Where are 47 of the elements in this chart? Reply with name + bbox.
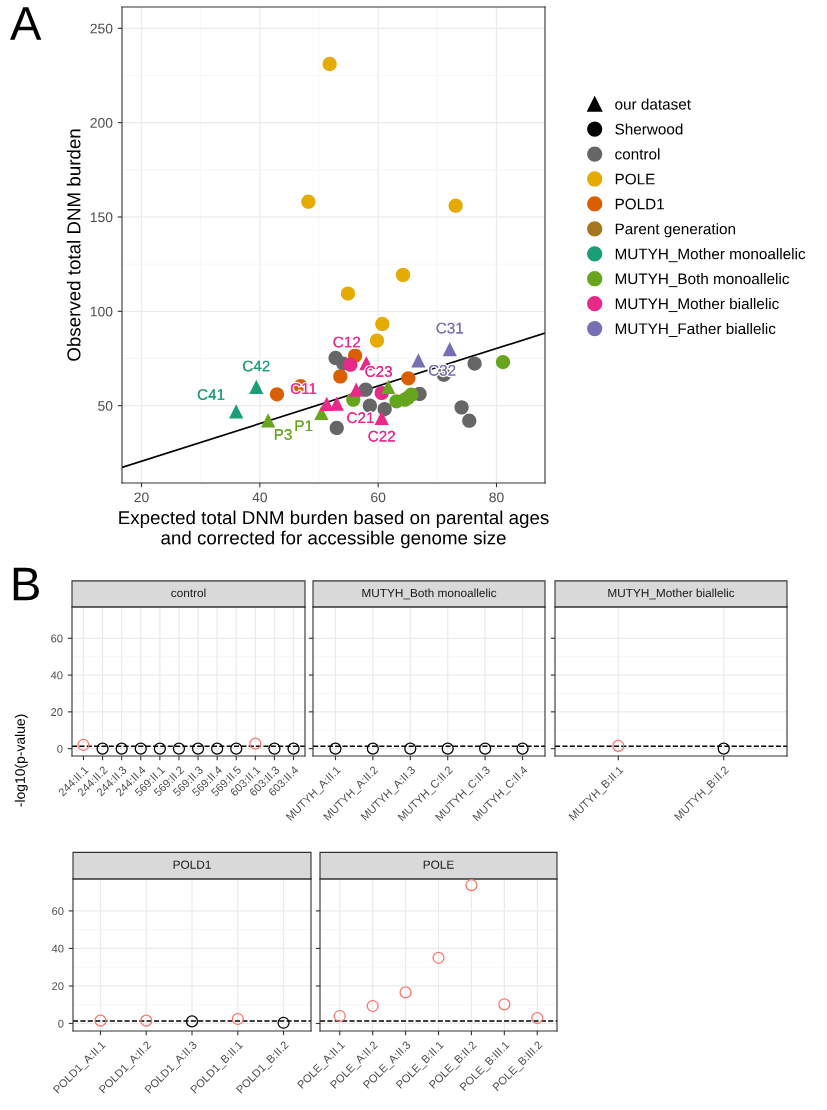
y-tick-label: 20 xyxy=(51,708,63,716)
legend-label: MUTYH_Both monoallelic xyxy=(615,273,790,288)
x-tick-label: 40 xyxy=(252,492,268,503)
data-label: C22 xyxy=(368,430,395,442)
x-tick-label: 80 xyxy=(489,492,504,503)
data-label: P1 xyxy=(295,420,313,432)
data-label: C31 xyxy=(436,322,464,334)
y-tick-label: 20 xyxy=(52,982,64,991)
data-label: C21 xyxy=(347,412,374,424)
text: A xyxy=(10,7,42,40)
y-axis-title: Observed total DNM burden xyxy=(66,129,81,361)
x-tick-label: 20 xyxy=(134,492,149,503)
y-tick-label: 0 xyxy=(57,744,63,753)
legend-label: POLE xyxy=(615,173,655,185)
chart-title: MUTYH_Mother biallelic xyxy=(608,588,735,600)
data-label: C41 xyxy=(197,389,225,400)
data-label: C12 xyxy=(333,336,361,348)
chart-title: POLE xyxy=(423,860,454,869)
chart-title: MUTYH_Both monoallelic xyxy=(362,588,497,600)
chart-title: control xyxy=(171,588,206,598)
data-label: P3 xyxy=(274,429,292,440)
legend-label: Sherwood xyxy=(615,123,683,135)
y-tick-label: 60 xyxy=(52,907,64,916)
y-tick-label: 200 xyxy=(90,117,113,128)
y-tick-label: 0 xyxy=(58,1019,64,1028)
legend-label: MUTYH_Father biallelic xyxy=(615,322,776,337)
y-tick-label: 100 xyxy=(90,306,113,317)
legend-label: POLD1 xyxy=(615,198,664,210)
legend-label: control xyxy=(615,148,660,160)
x-tick-label: 60 xyxy=(371,492,386,503)
y-tick-label: 50 xyxy=(98,400,113,411)
x-axis-title: Expected total DNM burden based on parental ages and corrected for accessible genome size xyxy=(119,510,549,549)
y-tick-label: 60 xyxy=(51,634,63,643)
text: B xyxy=(13,567,39,601)
y-tick-label: 250 xyxy=(90,23,113,34)
data-label: C42 xyxy=(243,360,270,372)
data-label: C32 xyxy=(428,364,456,376)
y-tick-label: 40 xyxy=(51,944,64,953)
y-tick-label: 150 xyxy=(90,212,113,223)
legend-label: our dataset xyxy=(615,98,691,110)
y-tick-label: 40 xyxy=(50,671,63,680)
data-label: C23 xyxy=(365,366,392,377)
y-axis-title: -log10(p-value) xyxy=(14,714,28,807)
legend-label: MUTYH_Mother monoallelic xyxy=(615,248,806,263)
chart-title: POLD1 xyxy=(173,860,211,869)
legend-label: MUTYH_Mother biallelic xyxy=(615,297,779,313)
legend-label: Parent generation xyxy=(615,223,736,238)
